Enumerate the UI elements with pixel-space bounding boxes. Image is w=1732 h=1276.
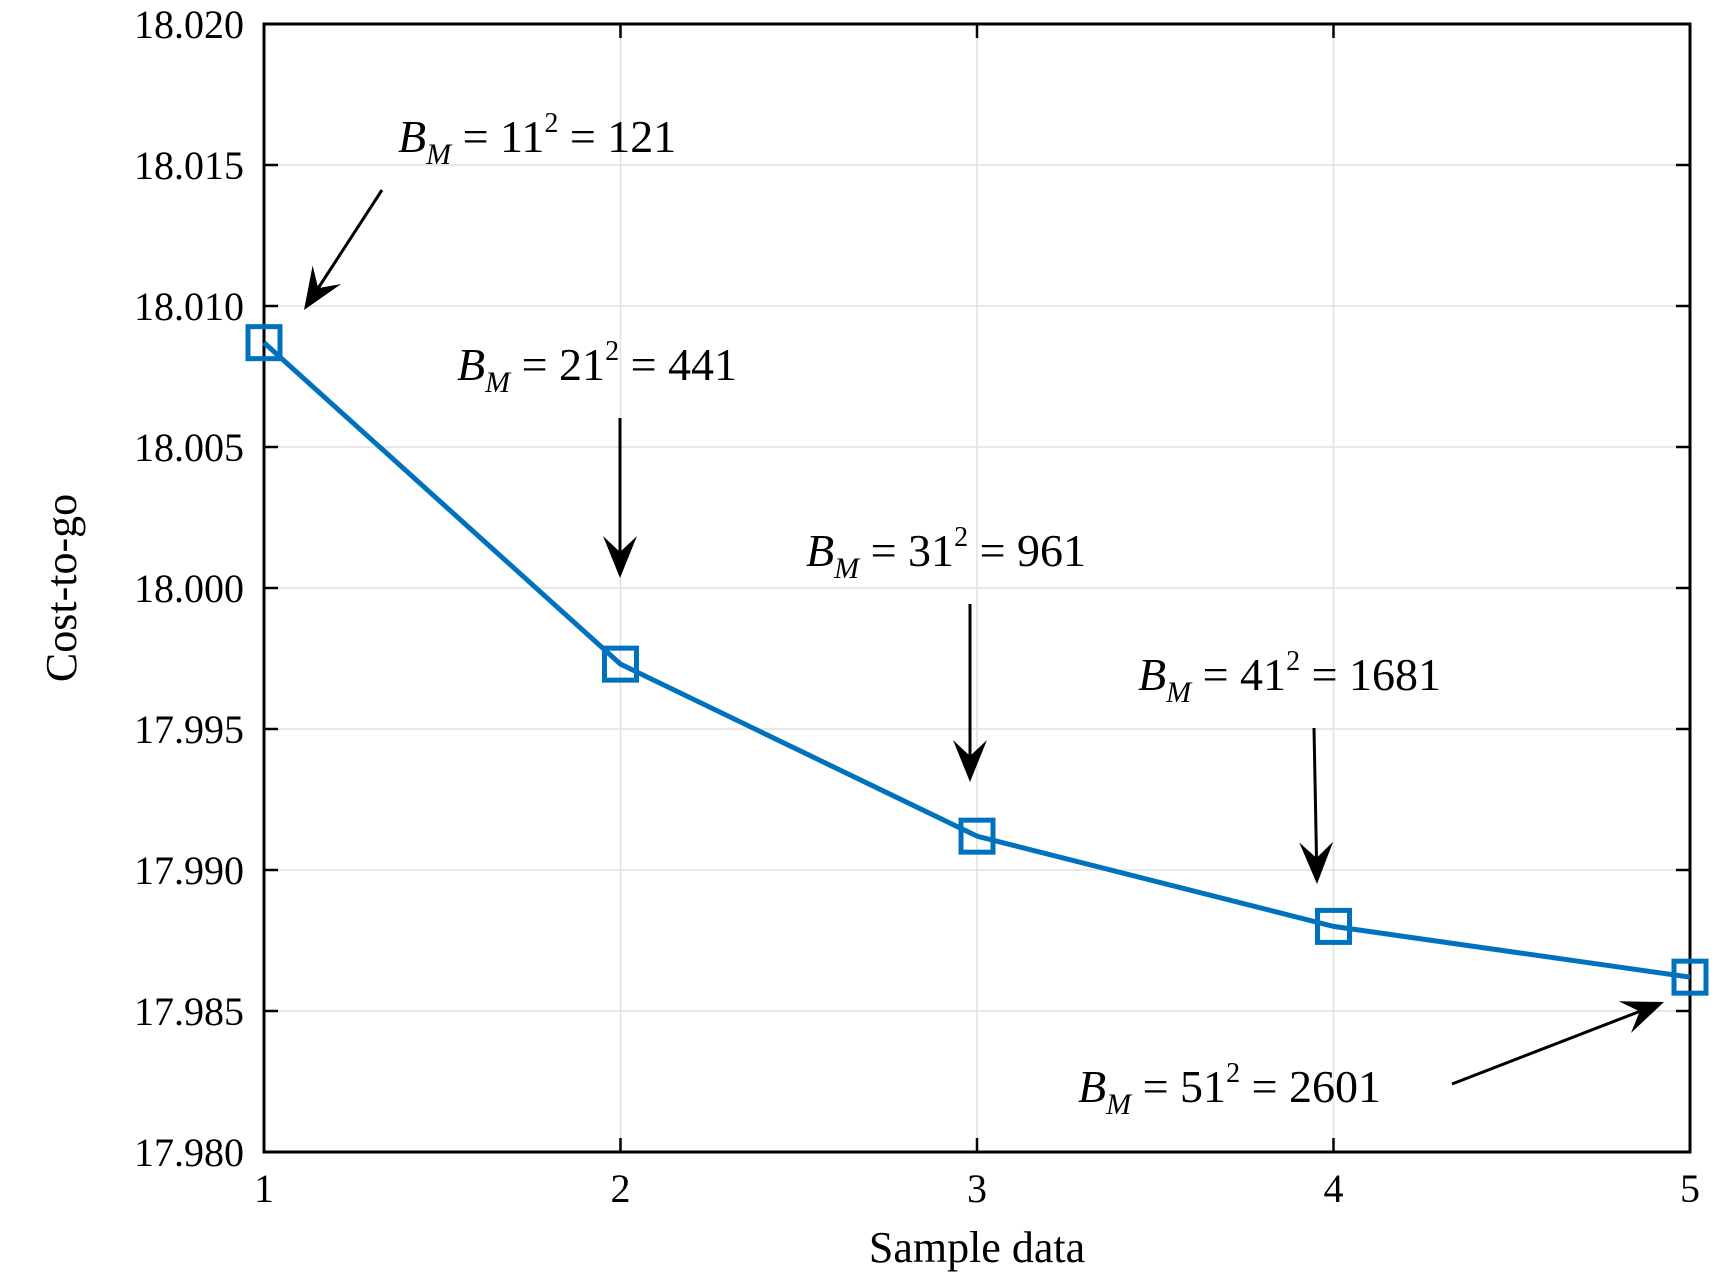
y-tick-label: 18.000 — [134, 566, 244, 611]
series — [245, 324, 1709, 996]
annotation-arrowhead — [1299, 841, 1334, 884]
y-tick-label: 17.995 — [134, 707, 244, 752]
annotation-arrowhead — [603, 536, 637, 578]
annotation-symbol: B — [398, 111, 426, 162]
x-axis-title: Sample data — [869, 1223, 1085, 1272]
annotation-arrowhead — [1618, 1001, 1664, 1034]
data-point-marker — [1671, 958, 1709, 996]
series-line — [262, 340, 1691, 980]
y-tick-label: 18.015 — [134, 143, 244, 188]
annotation-subscript: M — [833, 552, 861, 585]
annotation-base: = 41 — [1191, 649, 1286, 700]
y-tick-label: 18.010 — [134, 284, 244, 329]
annotation-symbol: B — [806, 525, 834, 576]
data-point-marker — [245, 324, 283, 362]
annotation-symbol: B — [1078, 1061, 1106, 1112]
annotation-value: = 1681 — [1300, 649, 1441, 700]
annotation-label: BM = 412 = 1681 — [1138, 646, 1441, 709]
x-tick-label: 2 — [611, 1166, 631, 1211]
annotation-arrow-line — [316, 189, 384, 290]
axes — [262, 22, 1692, 1154]
data-point-marker — [602, 645, 639, 683]
annotation-superscript: 2 — [605, 336, 619, 367]
annotation-label: BM = 312 = 961 — [806, 522, 1086, 585]
annotation-superscript: 2 — [1286, 646, 1300, 677]
y-tick-label: 18.020 — [134, 2, 244, 47]
annotation-symbol: B — [457, 339, 485, 390]
y-axis-title: Cost-to-go — [37, 494, 86, 682]
y-tick-label: 18.005 — [134, 425, 244, 470]
tick-labels: 1 2 3 4 5 17.980 17.985 17.990 17.995 18.000 18.00… — [134, 2, 1700, 1211]
grid — [264, 24, 1690, 1152]
annotation-base: = 51 — [1131, 1061, 1226, 1112]
annotation-base: = 31 — [859, 525, 954, 576]
annotation-base: = 21 — [510, 339, 605, 390]
annotation-label: BM = 112 = 121 — [398, 108, 676, 171]
x-tick-label: 5 — [1680, 1166, 1700, 1211]
annotation-base: = 11 — [451, 111, 544, 162]
x-tick-label: 4 — [1324, 1166, 1344, 1211]
x-tick-label: 1 — [254, 1166, 274, 1211]
x-tick-label: 3 — [967, 1166, 987, 1211]
annotation-label: BM = 212 = 441 — [457, 336, 737, 399]
data-point-marker — [958, 817, 996, 855]
annotation-symbol: B — [1138, 649, 1166, 700]
annotation-value: = 121 — [558, 111, 676, 162]
annotation-superscript: 2 — [1226, 1058, 1240, 1089]
annotation-subscript: M — [425, 138, 453, 171]
data-point-marker — [1315, 907, 1352, 945]
annotation-value: = 961 — [968, 525, 1086, 576]
y-tick-label: 17.980 — [134, 1130, 244, 1175]
annotation-superscript: 2 — [954, 522, 968, 553]
annotation-subscript: M — [1165, 676, 1193, 709]
annotation-value: = 2601 — [1240, 1061, 1381, 1112]
annotation-label: BM = 512 = 2601 — [1078, 1058, 1381, 1121]
annotation-arrowhead — [953, 740, 987, 782]
annotation-subscript: M — [1105, 1088, 1133, 1121]
annotation-arrow-line — [1451, 1009, 1642, 1086]
y-tick-label: 17.985 — [134, 989, 244, 1034]
annotation-arrow-line — [1312, 727, 1319, 859]
annotation-value: = 441 — [619, 339, 737, 390]
annotation-subscript: M — [484, 366, 512, 399]
y-tick-label: 17.990 — [134, 848, 244, 893]
annotation-superscript: 2 — [544, 108, 558, 139]
annotation-arrowhead — [304, 265, 342, 310]
